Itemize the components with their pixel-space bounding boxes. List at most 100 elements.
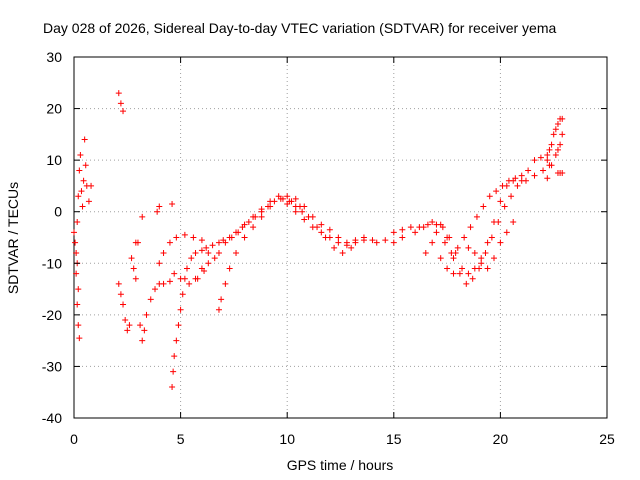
data-point <box>117 291 124 298</box>
x-tick-label: 5 <box>177 431 185 447</box>
data-point <box>88 182 95 189</box>
data-point <box>557 141 564 148</box>
data-point <box>137 322 144 329</box>
data-point <box>360 237 367 244</box>
data-point <box>154 208 161 215</box>
data-point <box>171 353 178 360</box>
data-point <box>192 249 199 256</box>
data-point <box>482 249 489 256</box>
data-point <box>495 219 502 226</box>
y-tick-label: 10 <box>46 152 62 168</box>
y-tick-label: 30 <box>46 49 62 65</box>
data-point <box>544 157 551 164</box>
data-point <box>459 265 466 272</box>
data-point <box>508 193 515 200</box>
data-point <box>78 188 85 195</box>
data-point <box>267 203 274 210</box>
data-point <box>450 270 457 277</box>
series-arc-f <box>169 195 306 391</box>
data-point <box>175 322 182 329</box>
data-point <box>548 141 555 148</box>
data-point <box>147 296 154 303</box>
data-point <box>258 213 265 220</box>
data-point <box>218 296 225 303</box>
data-point <box>544 175 551 182</box>
data-point <box>429 219 436 226</box>
data-point <box>531 172 538 179</box>
data-point <box>183 265 190 272</box>
series-arc-m <box>433 175 525 256</box>
plot-frame <box>73 56 608 419</box>
data-point <box>186 280 193 287</box>
data-point <box>215 249 222 256</box>
data-point <box>510 219 517 226</box>
data-point <box>484 265 491 272</box>
data-point <box>115 90 122 97</box>
series-arc-i <box>215 195 355 313</box>
series-arc-p <box>544 115 566 182</box>
series-arc-e <box>137 200 176 344</box>
data-point <box>318 221 325 228</box>
data-point <box>352 239 359 246</box>
data-point <box>548 162 555 169</box>
data-point <box>467 224 474 231</box>
data-point <box>412 229 419 236</box>
y-tick-label: -20 <box>42 307 62 323</box>
data-point <box>499 182 506 189</box>
data-point <box>235 229 242 236</box>
grid <box>74 57 607 418</box>
data-point <box>215 306 222 313</box>
data-point <box>296 203 303 210</box>
data-point <box>211 255 218 262</box>
data-point <box>267 198 274 205</box>
data-point <box>422 249 429 256</box>
data-point <box>554 121 561 128</box>
data-point <box>141 327 148 334</box>
data-point <box>292 195 299 202</box>
data-point <box>77 151 84 158</box>
y-tick-label: -30 <box>42 358 62 374</box>
data-point <box>478 260 485 267</box>
data-point <box>554 146 561 153</box>
data-point <box>205 249 212 256</box>
series-arc-n <box>465 219 517 272</box>
data-point <box>76 335 83 342</box>
data-point <box>73 270 80 277</box>
data-point <box>124 327 131 334</box>
data-point <box>326 226 333 233</box>
data-point <box>74 301 81 308</box>
data-point <box>132 275 139 282</box>
data-point <box>156 260 163 267</box>
data-point <box>454 244 461 251</box>
x-tick-label: 25 <box>599 431 615 447</box>
y-tick-label: -10 <box>42 255 62 271</box>
data-point <box>473 213 480 220</box>
data-point <box>277 195 284 202</box>
data-point <box>540 167 547 174</box>
data-point <box>205 260 212 267</box>
data-point <box>117 100 124 107</box>
data-point <box>71 229 77 236</box>
data-point <box>550 131 557 138</box>
data-point <box>488 234 495 241</box>
data-point <box>429 239 436 246</box>
data-point <box>177 306 184 313</box>
data-point <box>546 146 553 153</box>
data-point <box>284 193 291 200</box>
data-point <box>335 234 342 241</box>
data-point <box>139 337 146 344</box>
series-arc-c <box>115 90 127 115</box>
data-point <box>258 206 265 213</box>
data-point <box>469 275 476 282</box>
data-point <box>486 193 493 200</box>
data-point <box>201 268 208 275</box>
data-point <box>73 249 80 256</box>
data-point <box>537 154 544 161</box>
data-point <box>301 216 308 223</box>
data-point <box>188 255 195 262</box>
data-point <box>465 270 472 277</box>
data-point <box>309 224 316 231</box>
data-point <box>339 249 346 256</box>
data-point <box>115 280 122 287</box>
data-point <box>75 322 82 329</box>
